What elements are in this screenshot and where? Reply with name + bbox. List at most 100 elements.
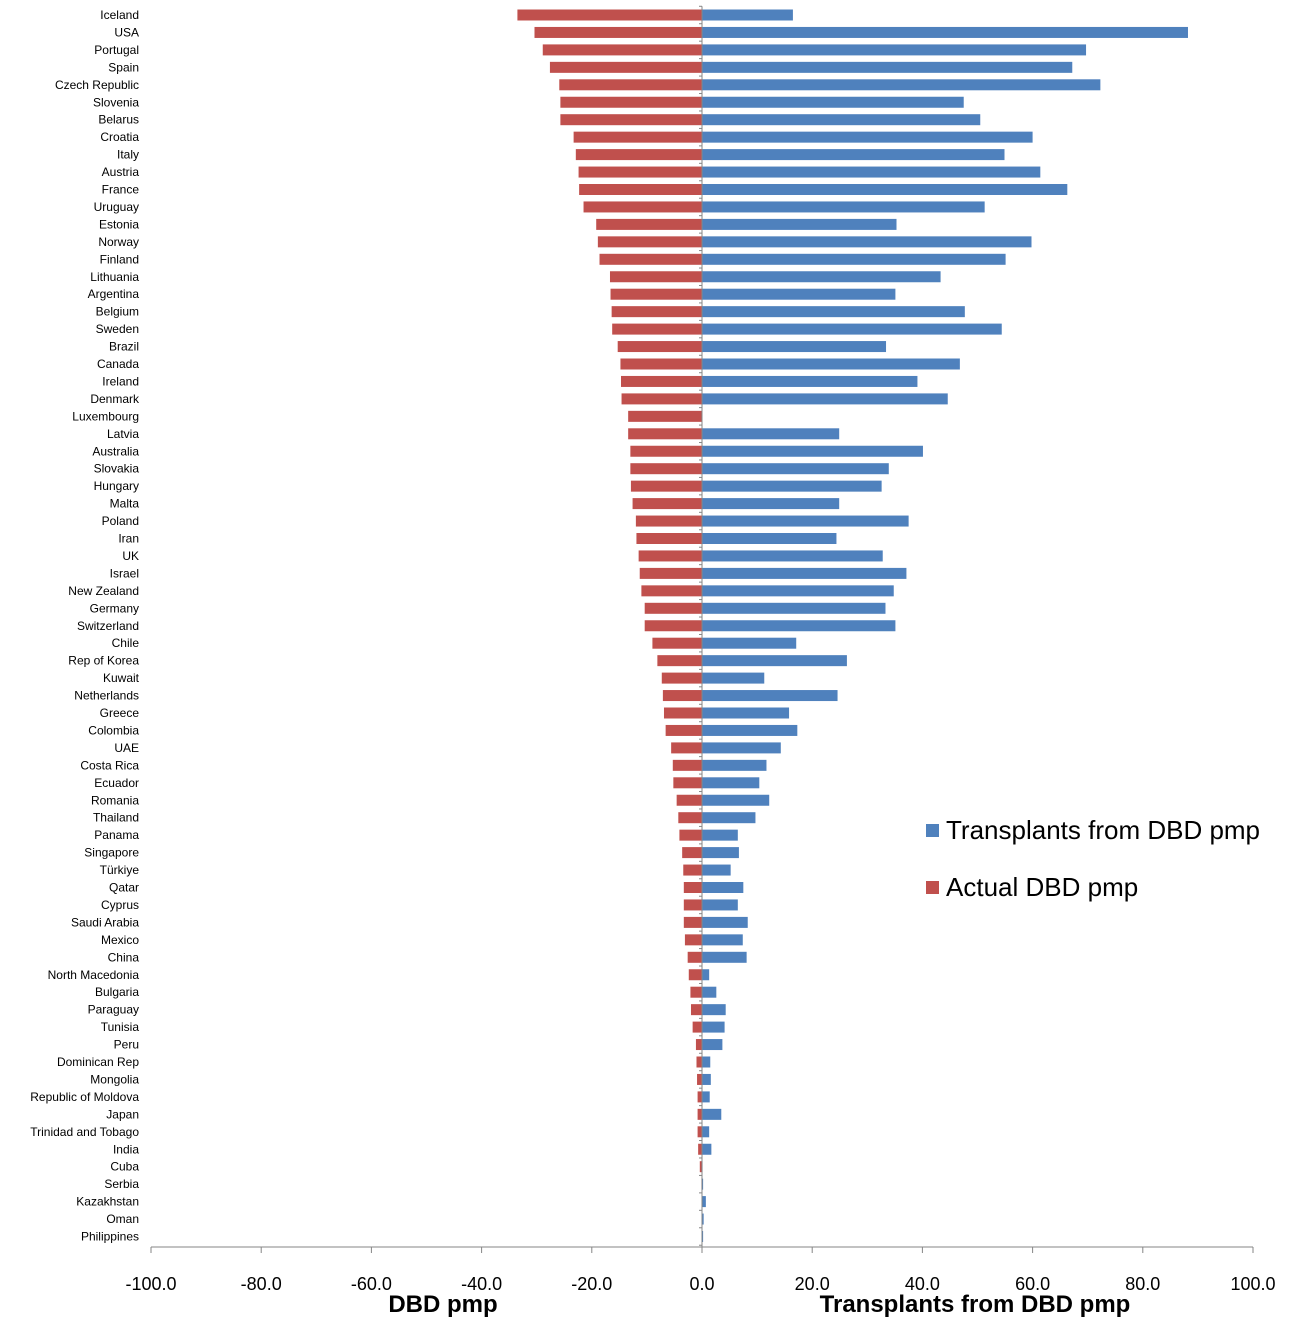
bars-group	[517, 9, 1188, 1242]
bar-actual-dbd	[696, 1056, 702, 1068]
bar-transplants-dbd	[702, 498, 840, 510]
bar-transplants-dbd	[702, 864, 731, 876]
bar-transplants-dbd	[702, 916, 748, 928]
category-label: Iran	[118, 532, 139, 546]
bar-actual-dbd	[610, 288, 702, 300]
category-label: Rep of Korea	[68, 654, 139, 668]
category-label: Türkiye	[100, 863, 140, 877]
bar-transplants-dbd	[702, 899, 738, 911]
zero-axis-ticks	[699, 5, 702, 1246]
bar-transplants-dbd	[702, 480, 882, 492]
category-label: Singapore	[84, 846, 139, 860]
bar-transplants-dbd	[702, 690, 838, 702]
bar-transplants-dbd	[702, 253, 1006, 265]
bar-actual-dbd	[599, 253, 702, 265]
category-label: North Macedonia	[48, 968, 140, 982]
bar-transplants-dbd	[702, 759, 767, 771]
bar-transplants-dbd	[702, 114, 981, 126]
category-label: France	[102, 183, 140, 197]
bar-actual-dbd	[560, 114, 702, 126]
category-label: Slovenia	[93, 95, 139, 109]
category-label: India	[113, 1142, 139, 1156]
bar-actual-dbd	[596, 218, 702, 230]
category-label: Panama	[94, 828, 139, 842]
bar-transplants-dbd	[702, 1091, 710, 1103]
bar-actual-dbd	[630, 463, 702, 475]
bar-actual-dbd	[697, 1126, 702, 1138]
bar-transplants-dbd	[702, 166, 1041, 178]
bar-actual-dbd	[676, 794, 702, 806]
category-label: Norway	[98, 235, 139, 249]
category-label: Cuba	[110, 1160, 139, 1174]
bar-transplants-dbd	[702, 201, 985, 213]
x-tick-label: -60.0	[351, 1274, 392, 1294]
bar-transplants-dbd	[702, 707, 790, 719]
category-label: Kazakhstan	[76, 1195, 139, 1209]
bar-actual-dbd	[671, 742, 702, 754]
bar-transplants-dbd	[702, 271, 941, 283]
category-label: Ecuador	[94, 776, 139, 790]
bar-transplants-dbd	[702, 1108, 722, 1120]
bar-transplants-dbd	[702, 742, 781, 754]
bar-transplants-dbd	[702, 829, 738, 841]
bar-transplants-dbd	[702, 934, 743, 946]
bar-transplants-dbd	[702, 724, 798, 736]
category-label: Spain	[108, 60, 139, 74]
bar-transplants-dbd	[702, 1056, 711, 1068]
bar-transplants-dbd	[702, 620, 896, 632]
category-label: Chile	[112, 636, 140, 650]
bar-actual-dbd	[639, 567, 702, 579]
category-label: Mongolia	[90, 1072, 139, 1086]
bar-transplants-dbd	[702, 1021, 725, 1033]
category-label: Netherlands	[74, 689, 139, 703]
bar-transplants-dbd	[702, 1178, 704, 1190]
bar-actual-dbd	[692, 1021, 702, 1033]
bar-actual-dbd	[549, 61, 702, 73]
bar-actual-dbd	[612, 323, 702, 335]
category-label: Latvia	[107, 427, 139, 441]
bar-actual-dbd	[617, 341, 702, 353]
category-label: Belarus	[98, 113, 139, 127]
category-label: Bulgaria	[95, 985, 139, 999]
category-label: Finland	[100, 252, 139, 266]
category-label: Romania	[91, 793, 139, 807]
category-label: Brazil	[109, 340, 139, 354]
category-label: Uruguay	[94, 200, 139, 214]
bar-actual-dbd	[621, 393, 702, 405]
category-label: Denmark	[90, 392, 140, 406]
bar-transplants-dbd	[702, 567, 907, 579]
category-label: Colombia	[88, 723, 139, 737]
category-label: USA	[114, 25, 139, 39]
category-label: China	[108, 950, 140, 964]
x-tick-label: 80.0	[1125, 1274, 1160, 1294]
category-label: Croatia	[100, 130, 139, 144]
category-label: Serbia	[104, 1177, 139, 1191]
bar-transplants-dbd	[702, 218, 897, 230]
bar-actual-dbd	[636, 533, 702, 544]
bar-transplants-dbd	[702, 1143, 712, 1155]
bar-transplants-dbd	[702, 393, 948, 405]
bar-transplants-dbd	[702, 445, 923, 457]
category-label: Ireland	[102, 374, 139, 388]
category-label: Germany	[90, 601, 139, 615]
x-axis-ticks: -100.0 -80.0 -60.0 -40.0 -20.0 0.0 20.0 40.0 60.…	[125, 1247, 1276, 1294]
bar-actual-dbd	[628, 410, 702, 422]
bar-actual-dbd	[534, 26, 702, 38]
bar-actual-dbd	[661, 672, 702, 684]
bar-actual-dbd	[542, 44, 702, 56]
bar-transplants-dbd	[702, 375, 918, 387]
bar-actual-dbd	[688, 969, 702, 981]
bar-transplants-dbd	[702, 847, 739, 859]
bar-transplants-dbd	[702, 969, 710, 981]
category-label: Italy	[117, 148, 139, 162]
x-tick-label: -20.0	[571, 1274, 612, 1294]
bar-transplants-dbd	[702, 1004, 726, 1016]
bar-transplants-dbd	[702, 1231, 704, 1242]
bar-transplants-dbd	[702, 951, 747, 963]
category-label: UK	[122, 549, 139, 563]
bar-actual-dbd	[657, 655, 702, 667]
bar-actual-dbd	[682, 847, 702, 859]
bar-actual-dbd	[683, 864, 702, 876]
bar-transplants-dbd	[702, 236, 1032, 248]
bar-actual-dbd	[652, 637, 702, 649]
